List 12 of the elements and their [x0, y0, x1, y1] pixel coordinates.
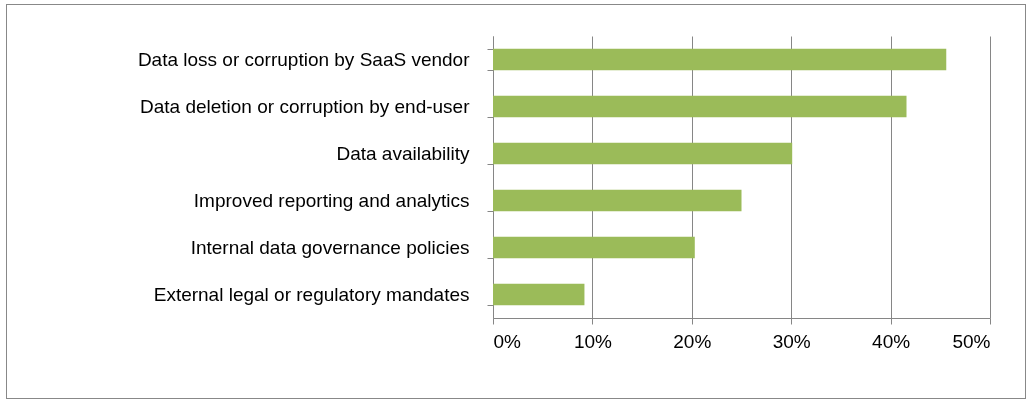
- y-tick-label: Data availability: [336, 143, 470, 164]
- x-tick-label: 40%: [872, 330, 911, 352]
- y-tick-label: Improved reporting and analytics: [193, 190, 470, 211]
- y-tick-label: External legal or regulatory mandates: [153, 284, 470, 305]
- x-tick-label: 10%: [573, 330, 613, 352]
- x-tick-label: 30%: [772, 330, 811, 352]
- y-tick-label: Data loss or corruption by SaaS vendor: [137, 49, 471, 70]
- y-tick-label: Internal data governance policies: [190, 237, 470, 258]
- y-tick-label: Data deletion or corruption by end-user: [139, 96, 471, 117]
- x-tick-label: 20%: [673, 330, 712, 352]
- x-tick-label: 0%: [493, 330, 522, 352]
- x-tick-label: 50%: [952, 330, 991, 352]
